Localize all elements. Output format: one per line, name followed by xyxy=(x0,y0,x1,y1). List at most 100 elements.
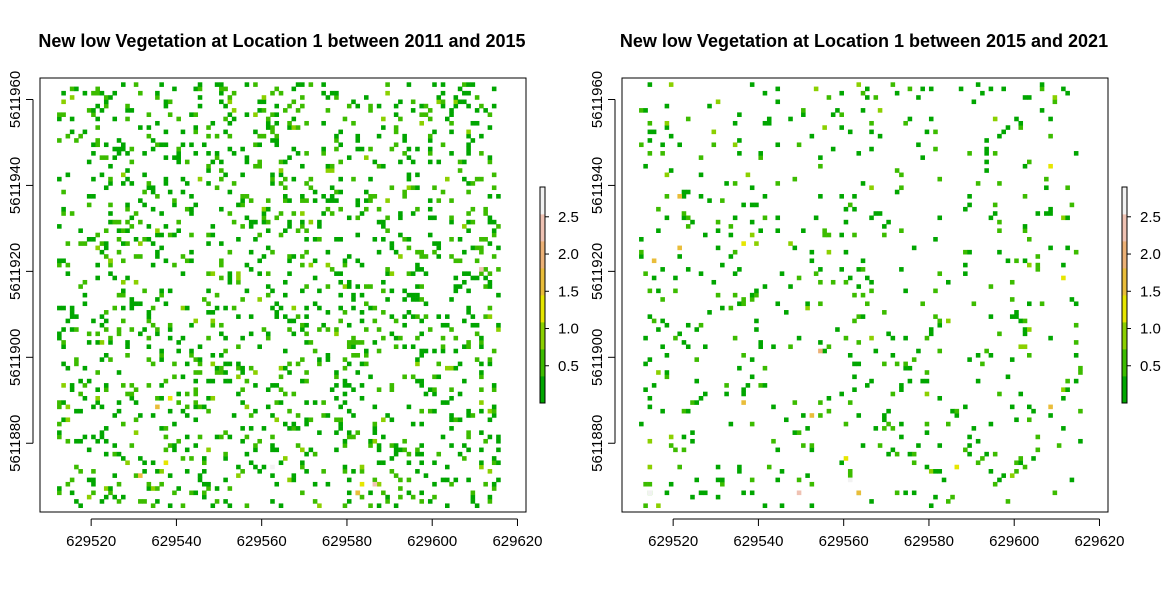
raster-cell xyxy=(933,236,938,242)
raster-cell xyxy=(491,456,497,461)
raster-cell xyxy=(775,181,781,186)
raster-cell xyxy=(274,301,280,307)
raster-cell xyxy=(436,159,442,165)
raster-cell xyxy=(278,400,284,405)
raster-cell xyxy=(376,447,382,453)
raster-cell xyxy=(466,133,471,139)
raster-cell xyxy=(116,138,122,143)
raster-cell xyxy=(992,116,998,122)
raster-cell xyxy=(253,370,258,375)
raster-cell xyxy=(338,279,343,285)
raster-cell xyxy=(300,254,305,259)
raster-cell xyxy=(389,241,395,246)
raster-cell xyxy=(639,254,644,259)
raster-cell-highlight xyxy=(372,481,378,487)
raster-cell xyxy=(304,340,309,345)
raster-cell xyxy=(91,151,96,156)
raster-cell xyxy=(99,357,105,362)
raster-cell xyxy=(453,477,459,483)
raster-cell xyxy=(57,116,62,122)
raster-cell xyxy=(882,361,887,367)
raster-cell xyxy=(479,103,484,109)
raster-cell xyxy=(244,434,250,440)
raster-cell xyxy=(393,447,399,453)
raster-cell xyxy=(274,120,280,126)
raster-cell xyxy=(112,494,118,500)
raster-cell xyxy=(980,90,985,96)
raster-cell xyxy=(359,395,365,401)
raster-cell xyxy=(419,408,424,414)
raster-cell xyxy=(338,159,343,165)
raster-cell xyxy=(214,292,220,298)
raster-cell xyxy=(937,318,943,324)
raster-cell xyxy=(436,198,442,203)
raster-cell xyxy=(334,331,339,337)
raster-cell xyxy=(805,305,810,311)
raster-cell xyxy=(775,447,781,453)
raster-cell xyxy=(427,151,433,156)
raster-cell xyxy=(159,142,164,148)
raster-cell xyxy=(334,383,339,388)
raster-cell xyxy=(916,95,921,100)
raster-cell xyxy=(869,120,874,126)
raster-cell xyxy=(163,447,169,453)
raster-cell xyxy=(775,215,781,221)
raster-cell xyxy=(210,120,216,126)
raster-cell xyxy=(261,211,267,216)
raster-cell xyxy=(283,279,288,285)
raster-cell xyxy=(142,499,147,504)
raster-cell xyxy=(61,400,66,405)
raster-cell xyxy=(732,120,738,126)
raster-cell xyxy=(150,305,156,311)
raster-cell xyxy=(758,340,763,345)
raster-cell xyxy=(415,469,420,474)
raster-cell xyxy=(287,219,292,225)
raster-cell xyxy=(385,271,390,276)
raster-cell xyxy=(415,185,420,191)
raster-cell xyxy=(283,456,288,461)
raster-cell xyxy=(351,413,356,418)
raster-cell xyxy=(1009,404,1015,410)
raster-cell xyxy=(402,297,407,302)
raster-cell xyxy=(402,344,407,350)
raster-cell xyxy=(1052,95,1058,100)
raster-cell xyxy=(839,194,844,199)
raster-cell xyxy=(980,361,985,367)
raster-cell xyxy=(847,353,853,358)
raster-cell xyxy=(381,490,386,496)
raster-cell xyxy=(231,90,237,96)
raster-cell xyxy=(103,494,109,500)
raster-cell xyxy=(419,318,424,324)
raster-cell xyxy=(445,322,450,328)
raster-cell xyxy=(325,249,331,255)
raster-cell xyxy=(899,172,904,178)
raster-cell xyxy=(121,292,126,298)
raster-cell xyxy=(967,443,972,448)
raster-cell xyxy=(737,469,742,474)
raster-cell xyxy=(95,138,100,143)
raster-cell xyxy=(312,400,318,405)
raster-cell xyxy=(427,198,433,203)
raster-cell xyxy=(133,82,139,87)
raster-cell xyxy=(95,232,100,238)
raster-cell xyxy=(121,305,126,311)
raster-cell xyxy=(99,340,105,345)
raster-cell xyxy=(317,224,322,229)
raster-cell xyxy=(300,327,305,332)
raster-cell xyxy=(483,438,488,444)
raster-cell xyxy=(963,206,968,212)
raster-cell xyxy=(82,365,88,371)
raster-cell xyxy=(826,408,832,414)
raster-cell xyxy=(197,477,203,483)
legend-swatch xyxy=(1122,268,1127,273)
raster-cell xyxy=(265,116,271,122)
raster-cell xyxy=(415,284,420,289)
raster-cell xyxy=(57,490,62,496)
raster-cell xyxy=(167,503,173,509)
raster-cell xyxy=(882,413,887,418)
raster-cell xyxy=(389,314,395,319)
raster-cell xyxy=(342,443,348,448)
raster-cell xyxy=(479,408,484,414)
raster-cell xyxy=(389,245,395,251)
raster-cell xyxy=(346,490,352,496)
